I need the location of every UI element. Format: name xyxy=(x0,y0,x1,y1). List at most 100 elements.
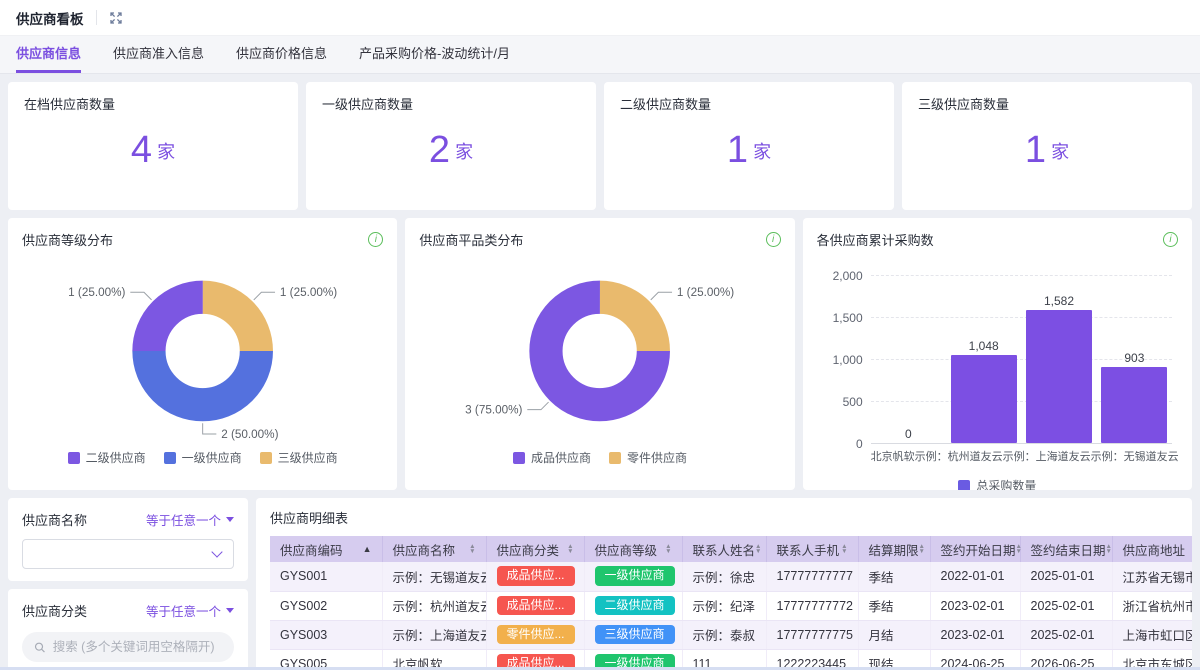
chart-card-cumulative-purchases: 各供应商累计采购数 2,000 1,500 1,000 500 0 0 1,048 1,582… xyxy=(802,218,1192,490)
column-header-label: 供应商地址 xyxy=(1122,543,1186,558)
bar-slot: 0 xyxy=(871,427,946,443)
column-header-inner: 供应商编码 ▲ xyxy=(280,540,372,559)
column-header-结算期限[interactable]: 结算期限 ▲ ▼ xyxy=(858,536,931,562)
column-header-签约结束日期[interactable]: 签约结束日期 ▲ ▼ xyxy=(1020,536,1113,562)
pie-slice-二级供应商[interactable] xyxy=(132,280,273,422)
info-icon[interactable] xyxy=(765,232,781,247)
chart-title-level-distribution: 供应商等级分布 xyxy=(22,233,114,248)
sort-icon[interactable]: ▲ ▼ xyxy=(841,542,848,555)
legend-item[interactable]: 三级供应商 xyxy=(259,449,338,466)
table-scroll-area[interactable]: 供应商编码 ▲ 供应商名称 ▲ ▼ 供应商分类 ▲ ▼ 供应商等级 ▲ ▼ 联系人姓名 ▲ ▼ 联系人手机 ▲… xyxy=(270,536,1192,670)
column-header-label: 供应商编码 xyxy=(280,543,343,558)
legend-item[interactable]: 成品供应商 xyxy=(512,449,591,466)
column-header-供应商等级[interactable]: 供应商等级 ▲ ▼ xyxy=(584,536,683,562)
column-header-联系人姓名[interactable]: 联系人姓名 ▲ ▼ xyxy=(682,536,767,562)
pie-label: 1 (25.00%) xyxy=(280,286,337,299)
sort-icon[interactable]: ▲ ▼ xyxy=(1105,542,1112,555)
cell-level: 二级供应商 xyxy=(584,591,683,621)
page-title: 供应商看板 xyxy=(16,11,84,27)
category-search-input[interactable] xyxy=(52,640,222,654)
y-axis-tick-label: 0 xyxy=(855,437,863,451)
bottom-row: 供应商名称 等于任意一个 供应商分类 等于任意一个 xyxy=(8,498,1192,670)
column-header-供应商分类[interactable]: 供应商分类 ▲ ▼ xyxy=(486,536,585,562)
column-header-签约开始日期[interactable]: 签约开始日期 ▲ ▼ xyxy=(930,536,1022,562)
cell-contact: 示例：泰叔 xyxy=(682,620,767,650)
cell-code: GYS005 xyxy=(270,649,383,670)
sort-icon[interactable]: ▲ ▼ xyxy=(665,542,672,555)
column-header-label: 供应商名称 xyxy=(392,543,456,558)
table-row-GYS001[interactable]: GYS001 示例：无锡道友云 成品供应... 一级供应商 示例：徐忠 177777777… xyxy=(270,562,1192,592)
stat-card-title: 三级供应商数量 xyxy=(918,97,1010,112)
tab-4[interactable]: 产品采购价格-波动统计/月 xyxy=(359,46,510,61)
column-header-inner: 签约开始日期 ▲ ▼ xyxy=(941,540,1022,559)
gridline: 500 xyxy=(843,395,1172,409)
cell-code: GYS001 xyxy=(270,562,383,592)
pie-slice-成品供应商[interactable] xyxy=(529,280,671,422)
pie-label: 3 (75.00%) xyxy=(465,404,522,417)
chart-card-category-distribution: 供应商平品类分布 1 (25.00%) 3 (75.00%) 成品供应商 零件供应商 xyxy=(405,218,795,490)
info-icon[interactable] xyxy=(1163,232,1178,247)
charts-row: 供应商等级分布 1 (25.00%) 2 (50.00%) 1 (25.00%) 二… xyxy=(8,218,1192,490)
fullscreen-icon[interactable] xyxy=(109,11,123,25)
category-badge: 成品供应... xyxy=(496,653,575,670)
bar-示例：上海道友云[interactable] xyxy=(1026,310,1093,443)
column-header-联系人手机[interactable]: 联系人手机 ▲ ▼ xyxy=(766,536,859,562)
cell-phone: 17777777777 xyxy=(766,562,859,592)
x-axis-category-label: 北京帆软 xyxy=(870,451,915,463)
y-axis-tick-label: 2,000 xyxy=(832,269,863,283)
tab-3[interactable]: 供应商价格信息 xyxy=(236,46,328,61)
legend-swatch xyxy=(608,451,621,464)
table-title: 供应商明细表 xyxy=(270,511,349,526)
legend-swatch xyxy=(259,451,272,464)
horizontal-scrollbar[interactable] xyxy=(0,667,1200,670)
sort-icon[interactable]: ▲ ▼ xyxy=(918,542,925,555)
legend-item[interactable]: 零件供应商 xyxy=(608,449,687,466)
stat-number: 4 xyxy=(130,129,153,171)
table-header-row: 供应商编码 ▲ 供应商名称 ▲ ▼ 供应商分类 ▲ ▼ 供应商等级 ▲ ▼ 联系人姓名 ▲ ▼ 联系人手机 ▲… xyxy=(270,536,1192,562)
sort-icon[interactable]: ▲ ▼ xyxy=(567,542,574,555)
table-row-GYS005[interactable]: GYS005 北京帆软 成品供应... 一级供应商 111 1222223445 现结 202… xyxy=(270,649,1192,670)
cell-name: 示例：杭州道友云 xyxy=(382,591,487,621)
stat-unit: 家 xyxy=(455,141,474,162)
bar-示例：杭州道友云[interactable] xyxy=(950,355,1017,443)
stat-unit: 家 xyxy=(157,141,176,162)
filter-header: 供应商名称 等于任意一个 xyxy=(22,510,234,529)
column-header-inner: 供应商等级 ▲ ▼ xyxy=(595,540,672,559)
info-icon[interactable] xyxy=(368,232,384,247)
column-header-inner: 联系人姓名 ▲ ▼ xyxy=(693,540,762,559)
cell-category: 成品供应... xyxy=(486,649,585,670)
sort-icon[interactable]: ▲ ▼ xyxy=(469,542,476,555)
cell-level: 一级供应商 xyxy=(584,649,683,670)
legend-item[interactable]: 二级供应商 xyxy=(67,449,146,466)
tab-1[interactable]: 供应商信息 xyxy=(16,36,82,73)
chart-card-header: 各供应商累计采购数 xyxy=(817,230,1178,249)
column-header-供应商编码[interactable]: 供应商编码 ▲ xyxy=(270,536,383,562)
caret-down-icon xyxy=(226,517,234,522)
table-row-GYS002[interactable]: GYS002 示例：杭州道友云 成品供应... 二级供应商 示例：纪泽 177777777… xyxy=(270,591,1192,621)
cell-name: 示例：无锡道友云 xyxy=(382,562,487,592)
category-badge: 成品供应... xyxy=(496,566,575,587)
supplier-name-select[interactable] xyxy=(22,539,234,569)
pie-label: 1 (25.00%) xyxy=(677,286,734,299)
table-row-GYS003[interactable]: GYS003 示例：上海道友云 零件供应... 三级供应商 示例：泰叔 177777777… xyxy=(270,620,1192,650)
y-axis-tick-label: 500 xyxy=(842,395,863,409)
sort-icon[interactable]: ▲ ▼ xyxy=(755,542,762,555)
sort-ascending-icon[interactable]: ▲ xyxy=(362,543,372,554)
legend-item[interactable]: 一级供应商 xyxy=(163,449,242,466)
column-header-供应商名称[interactable]: 供应商名称 ▲ ▼ xyxy=(382,536,487,562)
column-header-供应商地址[interactable]: 供应商地址 xyxy=(1112,536,1192,562)
chart-title-cumulative-purchases: 各供应商累计采购数 xyxy=(816,233,934,248)
tab-2[interactable]: 供应商准入信息 xyxy=(113,46,205,61)
x-axis-category-label: 示例：上海道友云 xyxy=(1002,451,1091,463)
filter-operator-dropdown[interactable]: 等于任意一个 xyxy=(146,601,234,620)
gridline: 1,000 xyxy=(833,353,1172,367)
column-header-inner: 供应商分类 ▲ ▼ xyxy=(497,540,574,559)
cell-settlement: 月结 xyxy=(858,620,931,650)
cell-start_date: 2022-01-01 xyxy=(930,562,1021,592)
tab-bar: 供应商信息 供应商准入信息 供应商价格信息 产品采购价格-波动统计/月 xyxy=(0,36,1200,74)
legend-item[interactable]: 总采购数量 xyxy=(958,477,1036,490)
bar-示例：无锡道友云[interactable] xyxy=(1101,367,1168,443)
filter-operator-dropdown[interactable]: 等于任意一个 xyxy=(146,510,234,529)
legend-label: 一级供应商 xyxy=(181,451,242,465)
sort-icon[interactable]: ▲ ▼ xyxy=(1015,542,1022,555)
